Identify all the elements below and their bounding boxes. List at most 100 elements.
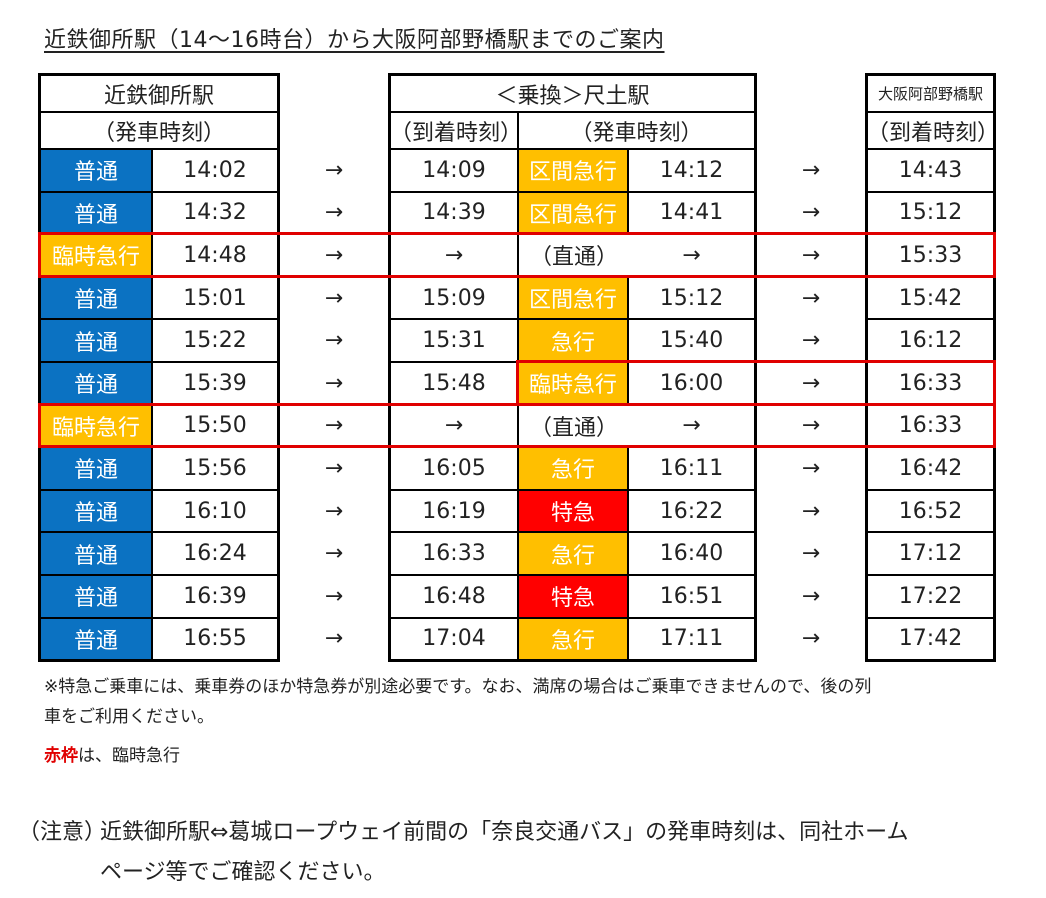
arrow-icon: → [324,583,344,609]
departure-time-origin: 16:39 [183,583,247,609]
train-type-origin: 臨時急行 [40,234,152,277]
header-transfer-departure: （発車時刻） [570,120,703,146]
train-type-transfer: 急行 [518,319,628,362]
departure-time-origin: 16:10 [183,498,247,524]
arrow-icon: → [801,200,821,226]
arrow-icon: → [324,328,344,354]
train-type-origin: 普通 [40,319,152,362]
row-divider [390,616,755,619]
arrival-time-destination: 16:12 [898,328,963,354]
departure-time-origin: 15:50 [183,413,247,439]
row-divider [867,488,994,491]
arrow-icon: → [801,285,821,311]
arrow-icon: → [324,370,344,396]
note-express-ticket: ※特急ご乗車には、乗車券のほか特急券が別途必要です。なお、満席の場合はご乗車でき… [44,672,871,732]
arrival-time-transfer: 16:33 [422,541,486,567]
header-station1: 近鉄御所駅 [103,83,214,109]
arrow-icon: → [324,626,344,652]
transfer-block-frame [388,73,757,663]
train-type-origin: 普通 [40,362,152,405]
train-type-origin: 普通 [40,532,152,575]
train-type-transfer: 急行 [518,447,628,490]
train-type-origin: 普通 [40,447,152,490]
header-station1-sub: （発車時刻） [92,120,225,146]
departure-time-transfer: 15:12 [659,285,724,311]
arrow-icon: → [801,157,821,183]
arrow-icon: → [801,370,821,396]
arrow-icon: → [324,200,344,226]
arrival-time-destination: 15:33 [898,242,963,268]
arrival-time-transfer: 16:19 [422,498,486,524]
column-divider [627,575,629,618]
arrival-time-transfer: 15:31 [422,328,486,354]
red-frame-extra-express [38,402,996,449]
departure-time-origin: 15:01 [183,285,247,311]
arrival-time-destination: 15:42 [898,285,963,311]
departure-time-transfer: 16:40 [659,541,724,567]
column-divider [627,276,629,320]
departure-time-origin: 14:02 [183,157,247,183]
departure-time-transfer: 16:22 [659,498,724,524]
departure-time-origin: 15:39 [183,370,247,396]
column-divider [627,447,629,490]
train-type-transfer: 臨時急行 [518,362,628,405]
arrow-icon: → [801,455,821,481]
arrival-time-destination: 16:52 [898,498,963,524]
row-divider [40,616,278,619]
arrival-time-destination: 15:12 [898,200,963,226]
column-divider [627,532,629,575]
row-divider [867,574,994,576]
row-divider [40,318,278,321]
row-divider [867,318,994,321]
column-divider [627,362,629,405]
red-frame-extra-express [516,360,996,406]
caution-line-1: 近鉄御所駅⇔葛城ロープウェイ前間の「奈良交通バス」の発車時刻は、同社ホーム [100,820,909,845]
train-type-transfer: 特急 [518,575,628,618]
departure-time-transfer: 15:40 [659,328,724,354]
header-divider [390,111,755,113]
note-line-2: 車をご利用ください。 [44,707,214,727]
arrow-icon: → [444,242,464,268]
row-divider [867,190,994,193]
arrival-time-transfer: 14:39 [422,200,486,226]
header-transfer: ＜乗換＞尺土駅 [495,83,650,109]
arrival-time-destination: 16:33 [898,370,963,396]
departure-time-origin: 15:56 [183,455,247,481]
arrow-icon: → [324,157,344,183]
arrival-time-transfer: 14:09 [422,157,486,183]
legend-red-frame: 赤枠 [44,746,78,766]
arrow-icon: → [324,541,344,567]
row-divider [867,531,994,534]
departure-time-origin: 16:55 [183,626,247,652]
arrow-icon: → [324,498,344,524]
page-title: 近鉄御所駅（14～16時台）から大阪阿部野橋駅までのご案内 [44,28,665,53]
train-type-transfer: 急行 [518,617,628,661]
column-divider [627,489,629,533]
row-divider [40,361,278,363]
arrival-time-transfer: 15:09 [422,285,486,311]
caution-label: （注意） [18,820,107,845]
arrow-icon: → [682,242,701,268]
arrow-icon: → [801,242,821,268]
note-line-1: ※特急ご乗車には、乗車券のほか特急券が別途必要です。なお、満席の場合はご乗車でき… [44,677,872,697]
legend-note: 赤枠は、臨時急行 [44,741,180,771]
row-divider [390,531,755,534]
row-divider [390,318,755,321]
departure-time-transfer: 17:11 [659,626,724,652]
header-station3-sub: （到着時刻） [867,120,1000,146]
arrow-icon: → [324,413,344,439]
train-type-origin: 普通 [40,617,152,661]
train-type-origin: 普通 [40,149,152,192]
arrow-icon: → [801,498,821,524]
arrival-time-transfer: 17:04 [422,626,486,652]
train-type-origin: 臨時急行 [40,404,152,448]
arrow-icon: → [801,626,821,652]
arrival-time-destination: 17:22 [898,583,963,609]
row-divider [40,148,278,150]
departure-time-origin: 15:22 [183,328,247,354]
arrow-icon: → [801,583,821,609]
header-divider [867,111,994,113]
row-divider [390,148,755,150]
origin-block-frame [38,73,280,663]
arrow-icon: → [682,413,701,439]
